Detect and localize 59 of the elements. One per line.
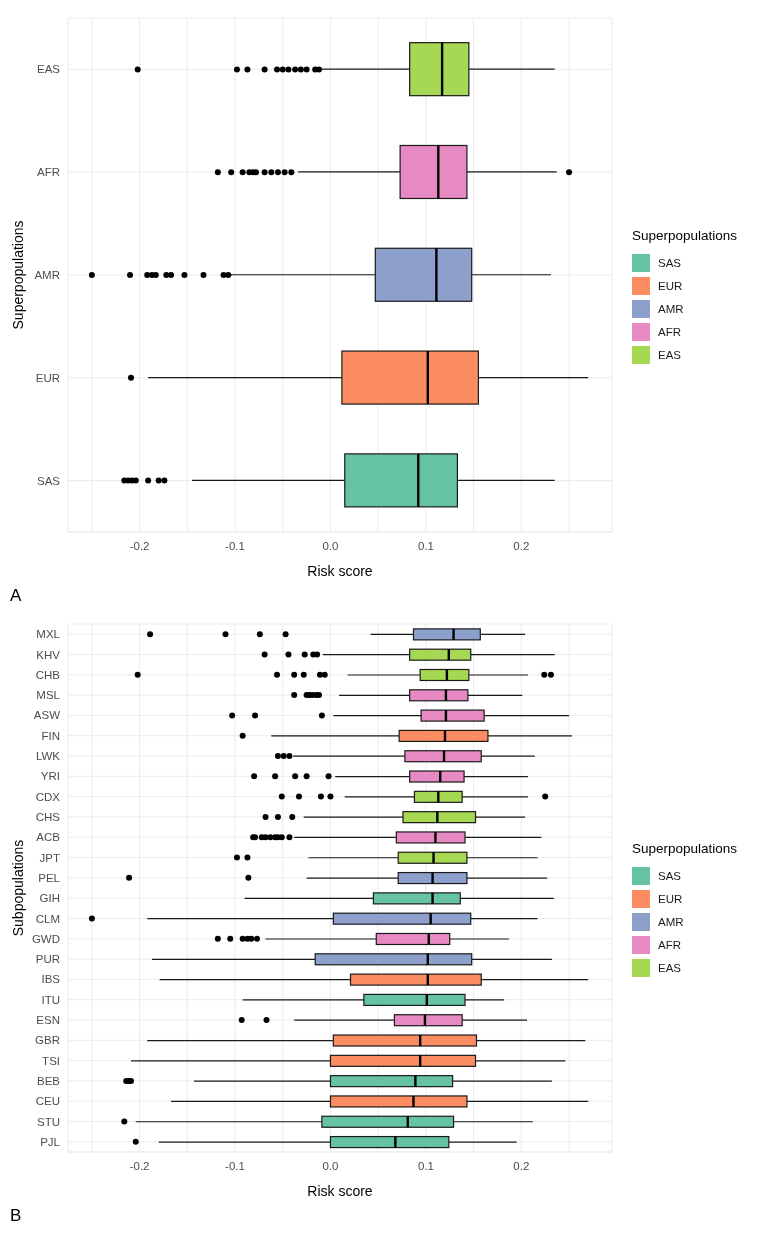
x-tick-label: -0.1	[225, 1160, 245, 1172]
legend-title: Superpopulations	[632, 228, 738, 243]
y-tick-label: KHV	[36, 648, 61, 661]
y-tick-label: ASW	[33, 709, 61, 722]
legend-label: EUR	[658, 279, 683, 292]
legend-label: AFR	[658, 938, 681, 951]
legend-label: EAS	[658, 961, 682, 974]
y-tick-label: GBR	[35, 1034, 60, 1047]
y-tick-label: CEU	[35, 1095, 60, 1108]
y-axis-title: Subpopulations	[9, 839, 26, 937]
y-tick-label: STU	[37, 1115, 60, 1128]
y-tick-label: YRI	[40, 770, 60, 783]
y-tick-label: ESN	[36, 1014, 60, 1027]
y-tick-label: SAS	[36, 474, 61, 487]
y-tick-label: JPT	[39, 851, 60, 864]
x-tick-label: 0.1	[417, 1160, 434, 1172]
x-tick-label: 0.2	[513, 1160, 530, 1172]
y-tick-label: CHB	[35, 668, 61, 681]
text: A	[9, 586, 23, 607]
legend-label: AMR	[658, 915, 684, 928]
y-tick-label: ITU	[41, 993, 60, 1006]
y-tick-label: EUR	[35, 371, 60, 384]
y-tick-label: AFR	[37, 166, 60, 179]
y-tick-label: GWD	[31, 932, 60, 945]
legend-label: SAS	[658, 869, 682, 882]
legend-label: AFR	[658, 325, 681, 338]
y-tick-label: AMR	[34, 269, 60, 282]
text: B	[9, 1206, 23, 1227]
x-tick-label: 0.0	[322, 540, 339, 552]
y-tick-label: TSI	[42, 1054, 60, 1067]
y-tick-label: MSL	[36, 689, 61, 702]
legend-label: SAS	[658, 256, 682, 269]
legend-label: EUR	[658, 892, 683, 905]
y-tick-label: FIN	[41, 729, 60, 742]
legend-label: EAS	[658, 348, 682, 361]
y-tick-label: PJL	[40, 1135, 61, 1148]
legend-label: AMR	[658, 302, 684, 315]
x-tick-label: -0.1	[225, 540, 245, 552]
x-tick-label: 0.1	[417, 540, 434, 552]
y-tick-label: PEL	[38, 871, 61, 884]
x-axis-title: Risk score	[307, 563, 373, 579]
y-tick-label: PUR	[35, 953, 60, 966]
y-tick-label: BEB	[36, 1075, 61, 1088]
y-axis-title: Superpopulations	[9, 220, 26, 330]
y-tick-label: CLM	[35, 912, 60, 925]
y-tick-label: LWK	[35, 750, 61, 763]
x-axis-title: Risk score	[307, 1183, 373, 1199]
x-tick-label: -0.2	[129, 1160, 150, 1172]
y-tick-label: ACB	[36, 831, 61, 844]
y-tick-label: IBS	[41, 973, 61, 986]
y-tick-label: CDX	[35, 790, 61, 803]
x-tick-label: 0.0	[322, 1160, 339, 1172]
x-tick-label: 0.2	[513, 540, 530, 552]
y-tick-label: MXL	[36, 628, 61, 641]
legend-title: Superpopulations	[632, 841, 738, 856]
y-tick-label: EAS	[36, 63, 61, 76]
x-tick-label: -0.2	[129, 540, 150, 552]
y-tick-label: GIH	[39, 892, 60, 905]
y-tick-label: CHS	[35, 811, 61, 824]
